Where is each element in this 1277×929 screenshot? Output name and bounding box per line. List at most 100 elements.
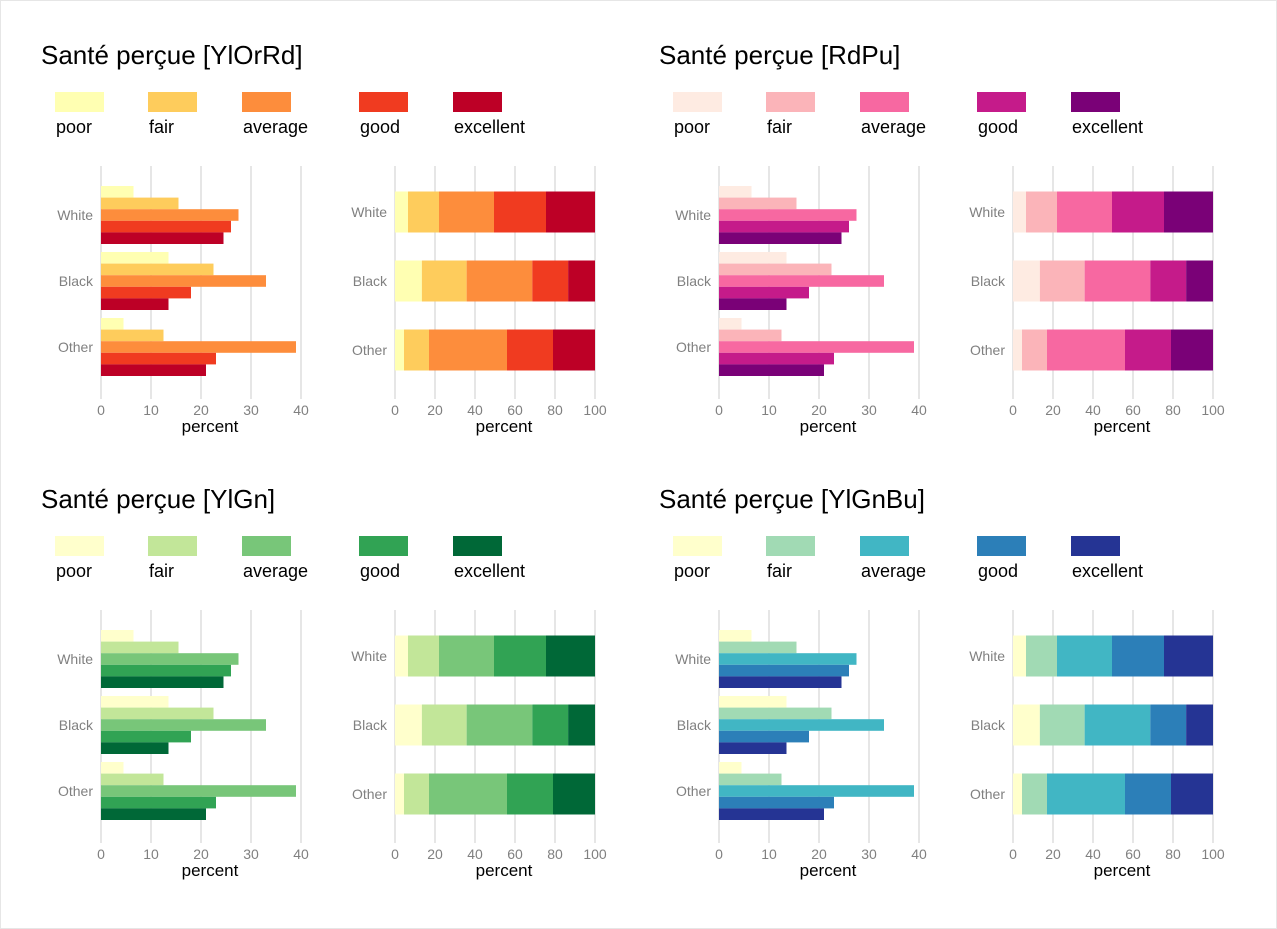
chart-title: Santé perçue [YlOrRd] (41, 40, 303, 70)
legend-label: average (243, 117, 308, 137)
legend-label: average (861, 561, 926, 581)
legend: poor fair average good excellent (673, 536, 1143, 581)
bar (719, 197, 797, 210)
x-axis-title: percent (182, 417, 239, 436)
stacked-segment (421, 260, 467, 302)
x-axis-title: percent (1094, 861, 1151, 880)
bar (101, 719, 266, 731)
category-label: White (969, 204, 1005, 220)
category-label: White (675, 207, 711, 223)
x-tick-label: 0 (97, 402, 105, 418)
x-tick-label: 40 (467, 846, 483, 862)
bar (719, 275, 884, 287)
stacked-segment (1186, 704, 1213, 746)
bar (719, 730, 809, 743)
bar (101, 762, 124, 774)
stacked-segment (1084, 704, 1151, 746)
bar (101, 252, 169, 264)
bar (101, 641, 179, 654)
category-label: Other (58, 783, 93, 799)
bar (101, 286, 191, 299)
legend-swatch (359, 536, 408, 556)
category-label: Other (58, 339, 93, 355)
x-tick-label: 100 (583, 846, 607, 862)
x-tick-label: 40 (1085, 402, 1101, 418)
stacked-segment (1047, 329, 1125, 371)
stacked-segment (568, 704, 595, 746)
bar (719, 186, 752, 198)
legend-swatch (1071, 92, 1120, 112)
stacked-segment (1164, 635, 1213, 677)
stacked-bar-panel: 0 20 40 60 80 100 percent White Black Other (351, 166, 607, 436)
bar (719, 630, 752, 642)
stacked-segment (553, 773, 595, 815)
x-tick-label: 80 (1165, 402, 1181, 418)
x-tick-label: 20 (811, 846, 827, 862)
chart-title: Santé perçue [RdPu] (659, 40, 900, 70)
category-label: White (57, 651, 93, 667)
legend-swatch (453, 92, 502, 112)
legend-swatch (977, 536, 1026, 556)
grouped-bar-panel: 0 10 20 30 40 percent White Black Other (675, 610, 927, 880)
grouped-bar-panel: 0 10 20 30 40 percent White Black Other (57, 166, 309, 436)
x-tick-label: 20 (1045, 402, 1061, 418)
x-tick-label: 30 (243, 402, 259, 418)
bar (101, 676, 224, 688)
category-label: Black (971, 717, 1006, 733)
bar (101, 341, 296, 353)
bar (719, 252, 787, 264)
stacked-segment (1013, 260, 1040, 302)
bar (719, 286, 809, 299)
x-tick-label: 100 (1201, 846, 1225, 862)
legend: poor fair average good excellent (55, 92, 525, 137)
stacked-segment (1171, 773, 1213, 815)
category-label: Other (352, 786, 387, 802)
legend-label: excellent (454, 117, 525, 137)
category-label: Black (677, 717, 712, 733)
x-axis-title: percent (476, 417, 533, 436)
stacked-segment (1026, 635, 1057, 677)
x-tick-label: 20 (193, 846, 209, 862)
bar (101, 209, 239, 221)
category-label: White (351, 648, 387, 664)
category-label: White (57, 207, 93, 223)
x-tick-label: 40 (293, 846, 309, 862)
stacked-segment (1084, 260, 1151, 302)
stacked-segment (439, 635, 494, 677)
legend-label: excellent (454, 561, 525, 581)
legend-label: poor (674, 117, 710, 137)
bar (101, 232, 224, 244)
bar (101, 298, 169, 310)
stacked-segment (546, 191, 595, 233)
legend-label: poor (56, 561, 92, 581)
x-tick-label: 10 (761, 402, 777, 418)
legend-label: excellent (1072, 561, 1143, 581)
bar (719, 773, 782, 786)
stacked-bar-panel: 0 20 40 60 80 100 percent White Black Other (969, 166, 1225, 436)
bar (719, 298, 787, 310)
bar (719, 808, 824, 820)
legend-label: fair (767, 117, 792, 137)
stacked-segment (1125, 773, 1171, 815)
x-tick-label: 40 (293, 402, 309, 418)
legend-swatch (148, 92, 197, 112)
category-label: Other (676, 783, 711, 799)
stacked-segment (494, 191, 546, 233)
x-tick-label: 40 (1085, 846, 1101, 862)
x-tick-label: 0 (715, 846, 723, 862)
category-label: Other (970, 786, 1005, 802)
grouped-bar-panel: 0 10 20 30 40 percent White Black Other (675, 166, 927, 436)
stacked-bar-panel: 0 20 40 60 80 100 percent White Black Other (969, 610, 1225, 880)
bar (719, 719, 884, 731)
stacked-segment (553, 329, 595, 371)
stacked-segment (1164, 191, 1213, 233)
legend-label: fair (149, 117, 174, 137)
legend-label: poor (674, 561, 710, 581)
bar (719, 341, 914, 353)
bar (101, 664, 231, 677)
bar (719, 318, 742, 330)
chart-facet: Santé perçue [YlGnBu] poor fair average good… (659, 484, 1225, 880)
bar (101, 220, 231, 233)
stacked-segment (1013, 635, 1026, 677)
x-axis-title: percent (800, 417, 857, 436)
